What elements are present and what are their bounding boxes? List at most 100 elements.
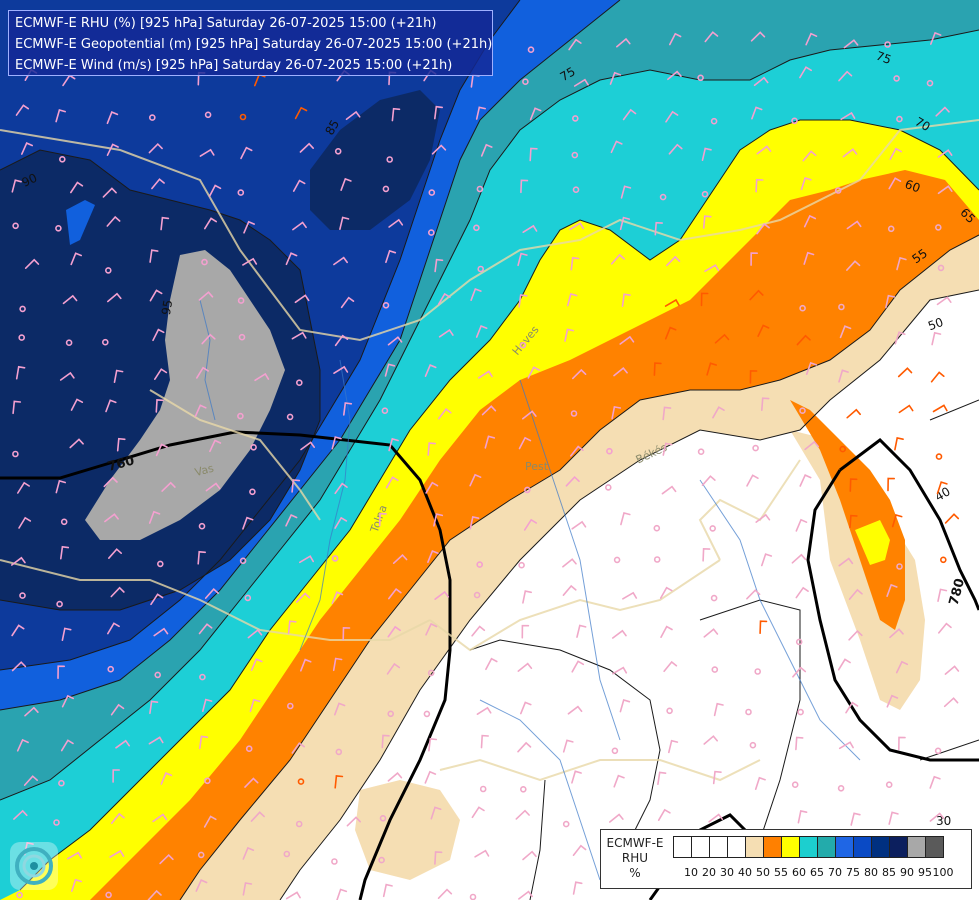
- wind-calm-icon: [711, 666, 719, 673]
- wind-barb-icon: [517, 741, 532, 753]
- wind-barb-icon: [564, 328, 575, 342]
- wind-barb-icon: [576, 624, 587, 638]
- legend-tick-label: 60: [792, 866, 806, 879]
- wind-barb-icon: [11, 179, 22, 193]
- rivers: [199, 299, 861, 881]
- wind-barb-icon: [573, 78, 589, 87]
- wind-barb-icon: [571, 520, 587, 530]
- wind-barb-icon: [287, 620, 297, 634]
- wind-calm-icon: [427, 669, 435, 677]
- wind-calm-icon: [666, 707, 673, 715]
- wind-calm-icon: [237, 189, 245, 196]
- wind-calm-icon: [239, 557, 247, 565]
- wind-calm-icon: [837, 784, 845, 792]
- wind-calm-icon: [518, 561, 525, 569]
- wind-barb-icon: [937, 185, 953, 195]
- wind-calm-icon: [604, 484, 612, 491]
- wind-calm-icon: [423, 710, 431, 718]
- wind-calm-icon: [53, 819, 60, 826]
- wind-calm-icon: [476, 185, 484, 193]
- wind-calm-icon: [937, 264, 945, 272]
- wind-barb-icon: [15, 365, 26, 380]
- wind-barb-icon: [106, 215, 121, 227]
- wind-calm-icon: [105, 891, 112, 899]
- wind-barb-icon: [299, 142, 314, 153]
- wind-barb-icon: [897, 367, 913, 378]
- wind-barb-icon: [521, 624, 530, 639]
- wind-barb-icon: [475, 106, 486, 120]
- wind-barb-icon: [612, 666, 628, 675]
- wind-barb-icon: [425, 481, 439, 494]
- wind-barb-icon: [11, 556, 26, 566]
- wind-barb-icon: [837, 658, 851, 671]
- wind-barb-icon: [621, 293, 631, 307]
- rhu-contour-label: 50: [926, 315, 945, 333]
- wind-barb-icon: [469, 473, 482, 487]
- wind-barb-icon: [69, 438, 84, 449]
- wind-barb-icon: [474, 849, 490, 858]
- legend-swatch: [673, 836, 692, 858]
- wind-barb-icon: [480, 143, 493, 157]
- legend-swatch: [709, 836, 728, 858]
- wind-barb-icon: [103, 476, 118, 488]
- wind-barb-icon: [249, 698, 261, 713]
- wind-barb-icon: [209, 439, 222, 453]
- wind-barb-icon: [60, 545, 70, 560]
- wind-calm-icon: [745, 708, 752, 716]
- wind-barb-icon: [116, 437, 126, 452]
- wind-calm-icon: [653, 524, 661, 532]
- wind-barb-icon: [761, 553, 773, 567]
- wind-barb-icon: [750, 31, 766, 42]
- wind-barb-icon: [333, 365, 349, 374]
- wind-barb-icon: [60, 739, 74, 752]
- wind-barb-icon: [196, 366, 209, 379]
- legend-tick-label: 40: [738, 866, 752, 879]
- wind-barb-icon: [849, 514, 858, 529]
- wind-barb-icon: [438, 328, 454, 338]
- wind-calm-icon: [935, 453, 943, 460]
- wind-calm-icon: [427, 229, 435, 236]
- wind-barb-icon: [520, 701, 532, 715]
- wind-barb-icon: [804, 440, 819, 451]
- rhu-contour-label: 60: [903, 177, 922, 195]
- wind-barb-icon: [109, 849, 125, 858]
- wind-calm-icon: [926, 79, 934, 87]
- wind-barb-icon: [149, 289, 163, 302]
- wind-barb-icon: [702, 547, 711, 562]
- wind-calm-icon: [571, 115, 579, 122]
- legend-swatch: [907, 836, 926, 858]
- wind-barb-icon: [208, 184, 222, 197]
- wind-calm-icon: [896, 563, 903, 570]
- wind-barb-icon: [610, 253, 625, 265]
- wind-barb-icon: [476, 706, 492, 715]
- wind-barb-icon: [661, 485, 677, 495]
- wind-barb-icon: [204, 217, 217, 230]
- wind-barb-icon: [250, 811, 265, 822]
- legend-tick-label: 90: [900, 866, 914, 879]
- title-line-geopotential: ECMWF-E Geopotential (m) [925 hPa] Satur…: [15, 37, 493, 52]
- wind-calm-icon: [295, 379, 303, 387]
- wind-barb-icon: [840, 111, 856, 121]
- wind-calm-icon: [16, 891, 23, 899]
- rhu-band-55-east: [790, 430, 925, 710]
- wind-barb-icon: [795, 518, 808, 532]
- wind-barb-icon: [110, 812, 125, 824]
- wind-barb-icon: [470, 287, 482, 301]
- wind-barb-icon: [149, 249, 159, 263]
- wind-barb-icon: [381, 734, 390, 749]
- wind-barb-icon: [566, 293, 578, 307]
- wind-calm-icon: [157, 560, 164, 568]
- wind-barb-icon: [609, 813, 624, 823]
- wind-barb-icon: [240, 146, 253, 160]
- wind-barb-icon: [839, 325, 852, 339]
- wind-barb-icon: [194, 404, 207, 418]
- wind-barb-icon: [150, 593, 164, 606]
- wind-barb-icon: [667, 70, 682, 81]
- wind-barb-icon: [756, 145, 772, 155]
- wind-barb-icon: [943, 697, 959, 708]
- wind-calm-icon: [839, 445, 847, 453]
- wind-barb-icon: [105, 399, 117, 413]
- wind-barb-icon: [11, 624, 25, 637]
- wind-barb-icon: [24, 258, 40, 269]
- wind-barb-icon: [749, 289, 764, 301]
